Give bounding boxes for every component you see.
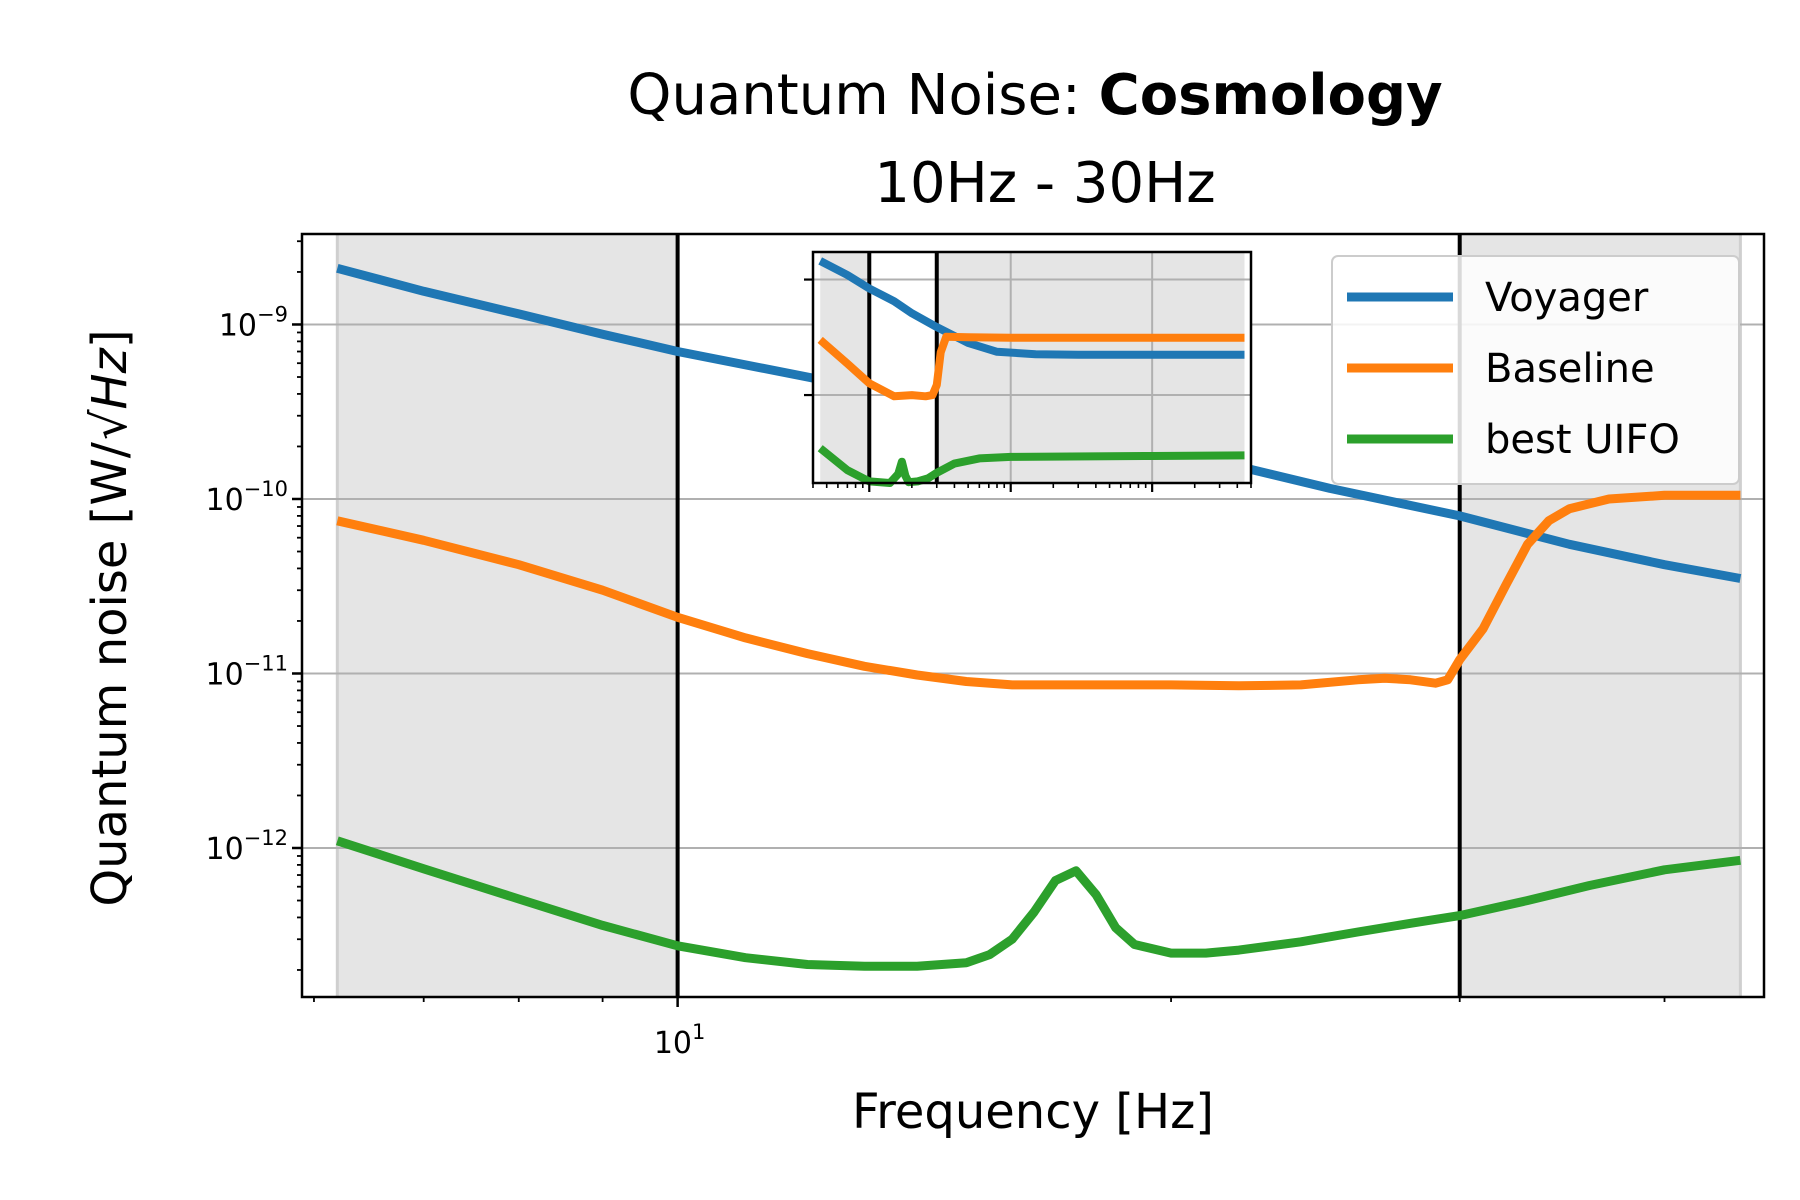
inset-series-line-baseline [817, 332, 1245, 401]
inset-shaded-region-2 [936, 252, 1245, 483]
axis-ticks [292, 240, 1666, 1007]
y-axis-label-sqrt: Hz [82, 346, 138, 409]
axis-tick-labels: 10−9 10−10 10−11 10−12 101 [205, 302, 705, 1061]
sqrt-symbol: √ [82, 409, 138, 440]
inset-shaded-region-1 [820, 252, 870, 483]
y-tick-label: 10−12 [205, 826, 288, 867]
inset-frame [811, 250, 1253, 485]
legend-label-voyager: Voyager [1485, 275, 1649, 321]
chart-title-bold: Cosmology [1099, 63, 1443, 128]
y-tick-label: 10−10 [205, 477, 288, 518]
chart-title-prefix: Quantum Noise: [627, 63, 1098, 128]
series-line-baseline [336, 490, 1741, 691]
chart-title: Quantum Noise: Cosmology [627, 63, 1442, 128]
inset-axis-ticks [804, 278, 1252, 492]
svg-text:Quantum noise [W/√Hz]: Quantum noise [W/√Hz] [82, 329, 138, 906]
series-line-best-uifo [335, 836, 1741, 971]
x-axis-label: Frequency [Hz] [852, 1084, 1214, 1140]
legend-box [1331, 255, 1740, 485]
legend-item-baseline: Baseline [1347, 346, 1655, 392]
legend: Voyager Baseline best UIFO [1331, 255, 1740, 485]
y-tick-label: 10−11 [205, 651, 288, 692]
legend-label-baseline: Baseline [1485, 346, 1655, 392]
y-axis-label: Quantum noise [W/√Hz] [82, 329, 138, 906]
y-tick-label: 10−9 [219, 302, 288, 343]
chart-subtitle: 10Hz - 30Hz [874, 151, 1215, 216]
y-axis-label-prefix: Quantum noise [W/ [82, 441, 138, 906]
y-axis-label-suffix: ] [82, 329, 138, 348]
plot-frame [300, 232, 1766, 999]
legend-item-best-uifo: best UIFO [1347, 417, 1680, 463]
legend-label-best-uifo: best UIFO [1485, 417, 1680, 463]
x-tick-label: 101 [654, 1020, 706, 1061]
shaded-region-1 [337, 234, 678, 997]
legend-item-voyager: Voyager [1347, 275, 1649, 321]
inset-shaded-regions [820, 252, 1245, 483]
inset-plot [804, 250, 1253, 492]
